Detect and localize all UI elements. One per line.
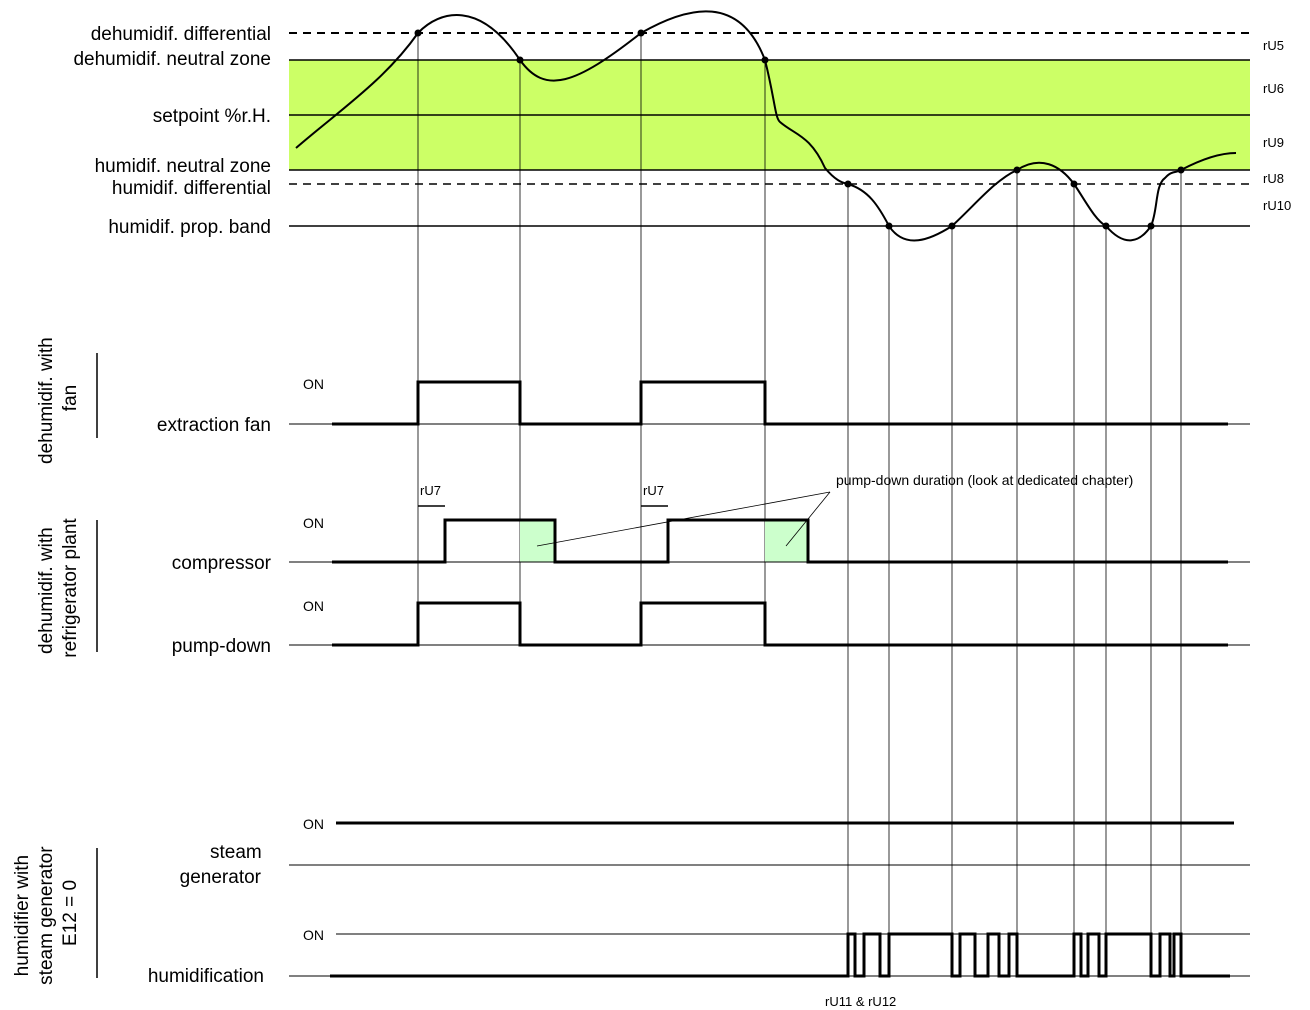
extraction-fan-signal — [332, 380, 1228, 426]
humidification-signal — [330, 932, 1230, 978]
on-label-pumpdown: ON — [303, 598, 324, 614]
pumpdown-duration-fill-1 — [520, 520, 555, 562]
label-hum-differential: humidif. differential — [112, 178, 271, 199]
on-label-fan: ON — [303, 376, 324, 392]
param-ru11-ru12: rU11 & rU12 — [825, 994, 896, 1009]
signal-compressor: compressor — [172, 553, 272, 574]
on-label-compressor: ON — [303, 515, 324, 531]
pumpdown-annotation: pump-down duration (look at dedicated ch… — [836, 472, 1133, 488]
on-label-steam: ON — [303, 816, 324, 832]
signal-extraction-fan: extraction fan — [157, 415, 271, 436]
signal-humidification: humidification — [148, 966, 264, 987]
crossing-dots — [414, 29, 1185, 230]
label-hum-prop-band: humidif. prop. band — [108, 217, 271, 238]
signal-steam-generator: steam generator — [180, 842, 267, 888]
param-ru6: rU6 — [1263, 81, 1284, 96]
ru7-label-2: rU7 — [643, 483, 664, 498]
label-dehum-differential: dehumidif. differential — [91, 24, 271, 45]
param-ru8: rU8 — [1263, 171, 1284, 186]
compressor-signal — [332, 518, 1228, 564]
group-fan-label: dehumidif. with fan — [36, 332, 81, 464]
group-refrigerator-label: dehumidif. with refrigerator plant — [36, 518, 81, 658]
signal-pump-down: pump-down — [172, 636, 271, 657]
group-steam-label: humidifier with steam generator E12 = 0 — [12, 841, 81, 985]
param-ru5: rU5 — [1263, 38, 1284, 53]
label-hum-neutral-zone: humidif. neutral zone — [95, 156, 271, 177]
label-dehum-neutral-zone: dehumidif. neutral zone — [73, 49, 271, 70]
on-label-humidification: ON — [303, 927, 324, 943]
param-ru9: rU9 — [1263, 135, 1284, 150]
pumpdown-duration-fill-2 — [765, 520, 808, 562]
ru7-label-1: rU7 — [420, 483, 441, 498]
param-ru10: rU10 — [1263, 198, 1291, 213]
pump-down-signal — [332, 601, 1228, 647]
label-setpoint: setpoint %r.H. — [153, 106, 271, 127]
